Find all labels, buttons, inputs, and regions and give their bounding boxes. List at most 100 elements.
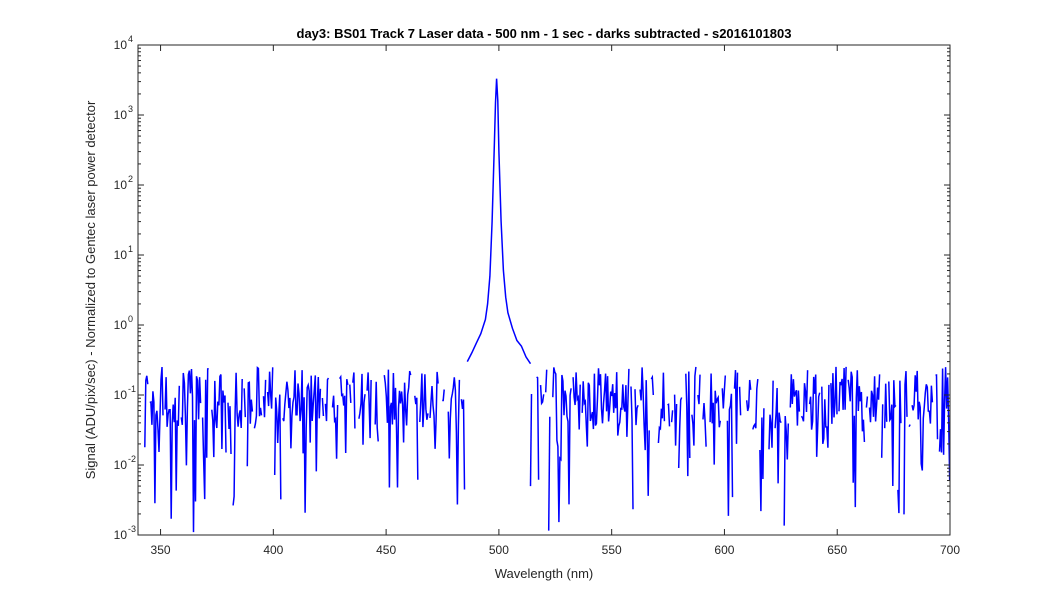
- y-tick-label: 10: [114, 178, 128, 192]
- y-tick-exponent: 4: [128, 34, 133, 44]
- series-line: [670, 410, 674, 423]
- series-line: [282, 370, 322, 513]
- series-line: [903, 371, 908, 515]
- axes-box: [137, 44, 951, 536]
- series-line: [414, 395, 419, 480]
- y-tick-exponent: 2: [128, 174, 133, 184]
- series-line: [266, 367, 274, 409]
- series-line: [745, 379, 752, 412]
- series-line: [253, 366, 263, 429]
- x-tick-label: 650: [827, 543, 847, 557]
- series-line: [429, 371, 439, 449]
- series-line: [352, 372, 356, 429]
- series-line: [911, 370, 934, 471]
- series-line: [800, 370, 809, 422]
- chart-title: day3: BS01 Track 7 Laser data - 500 nm -…: [297, 26, 792, 41]
- series-line: [897, 380, 902, 514]
- y-tick-exponent: -1: [128, 384, 136, 394]
- series-line: [774, 387, 782, 484]
- series-line: [738, 386, 742, 416]
- series-line: [709, 373, 722, 465]
- series-line: [338, 374, 349, 454]
- series-line: [201, 368, 209, 500]
- x-tick-label: 600: [714, 543, 734, 557]
- series-line: [547, 416, 551, 531]
- series-line: [865, 396, 869, 408]
- series-line: [691, 366, 697, 446]
- series-line: [447, 377, 461, 505]
- y-tick-exponent: 1: [128, 244, 133, 254]
- y-tick-label: 10: [114, 388, 128, 402]
- series-line: [227, 402, 232, 455]
- series-line: [572, 372, 581, 430]
- series-line: [677, 397, 683, 469]
- y-tick-exponent: -2: [128, 454, 136, 464]
- y-tick-exponent: -3: [128, 524, 136, 534]
- series-line: [460, 399, 466, 490]
- x-tick-label: 400: [263, 543, 283, 557]
- series-line: [232, 372, 243, 506]
- series-line: [324, 377, 330, 422]
- series-line: [830, 366, 838, 424]
- series-line: [366, 372, 372, 439]
- series-line: [880, 404, 884, 458]
- series-line: [262, 379, 267, 418]
- series-line: [938, 367, 951, 481]
- series-line: [383, 369, 412, 488]
- series-line: [466, 78, 532, 365]
- series-line: [650, 374, 655, 396]
- y-tick-label: 10: [114, 248, 128, 262]
- x-tick-label: 450: [376, 543, 396, 557]
- series-line: [697, 374, 701, 405]
- series-line: [808, 374, 821, 457]
- series-line: [331, 395, 339, 459]
- y-tick-label: 10: [114, 528, 128, 542]
- series-line: [634, 389, 639, 426]
- series-line: [358, 373, 366, 445]
- series-line: [211, 374, 227, 458]
- series-line: [702, 403, 707, 447]
- series-line: [908, 424, 911, 428]
- series-line: [667, 403, 671, 427]
- series-line: [868, 374, 881, 423]
- series-line: [442, 389, 445, 402]
- x-tick-label: 500: [489, 543, 509, 557]
- y-tick-label: 10: [114, 108, 128, 122]
- y-tick-exponent: 0: [128, 314, 133, 324]
- series-line: [883, 383, 888, 429]
- x-axis-title: Wavelength (nm): [495, 566, 594, 581]
- series-line: [321, 397, 325, 417]
- y-tick-label: 10: [114, 458, 128, 472]
- series-line: [529, 393, 533, 487]
- x-tick-label: 700: [940, 543, 960, 557]
- series-line: [721, 375, 727, 409]
- y-tick-exponent: 3: [128, 104, 133, 114]
- x-tick-label: 350: [151, 543, 171, 557]
- series-line: [759, 408, 765, 512]
- series-line: [273, 394, 282, 500]
- series-line: [673, 394, 678, 446]
- plot-area: [138, 45, 950, 535]
- series-line: [581, 368, 630, 447]
- series-line: [888, 380, 897, 487]
- series-line: [726, 393, 734, 516]
- series-line: [246, 381, 254, 467]
- x-tick-label: 550: [602, 543, 622, 557]
- series-line: [657, 372, 666, 444]
- series-line: [847, 370, 866, 508]
- series-layer: [144, 78, 951, 533]
- series-line: [243, 388, 247, 418]
- y-tick-label: 10: [114, 318, 128, 332]
- series-line: [374, 381, 379, 442]
- series-line: [630, 386, 634, 510]
- series-line: [536, 376, 540, 480]
- series-line: [149, 366, 164, 504]
- series-line: [783, 415, 790, 526]
- series-line: [349, 384, 352, 403]
- series-line: [768, 380, 774, 450]
- series-line: [685, 371, 691, 477]
- series-line: [733, 370, 739, 444]
- series-line: [164, 377, 181, 519]
